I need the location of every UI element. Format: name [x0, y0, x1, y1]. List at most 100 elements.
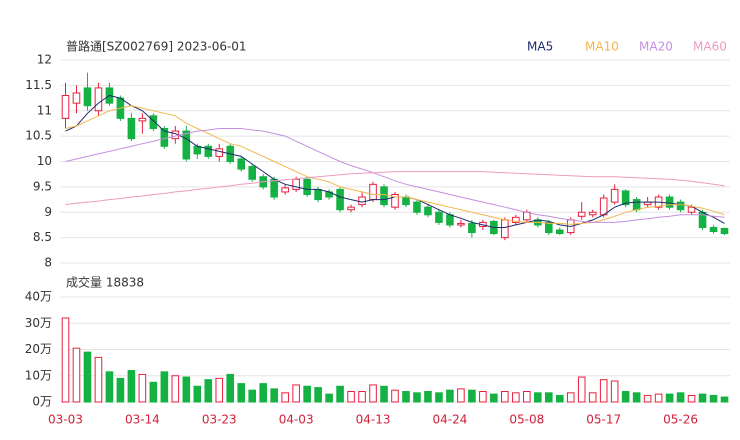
- x-tick-label: 04-24: [432, 413, 467, 427]
- candle-body: [83, 87, 92, 107]
- volume-bar: [94, 356, 103, 403]
- candle-body: [270, 178, 278, 198]
- y-tick-label: 9: [44, 205, 52, 219]
- candle-body: [555, 229, 564, 235]
- volume-bar: [347, 391, 355, 403]
- candle-body: [720, 227, 729, 235]
- x-tick-label: 04-03: [279, 413, 314, 427]
- ma-line: [65, 128, 725, 223]
- candle-body: [347, 206, 355, 211]
- volume-bar: [523, 391, 531, 403]
- x-tick-label: 03-14: [125, 413, 160, 427]
- volume-bar: [270, 388, 278, 403]
- volume-bar: [654, 393, 663, 403]
- volume-bar: [369, 384, 377, 403]
- volume-bar: [292, 384, 300, 403]
- volume-title: 成交量 18838: [66, 275, 144, 290]
- candle-body: [391, 193, 399, 208]
- x-tick-label: 05-17: [586, 413, 621, 427]
- volume-bar: [358, 391, 366, 403]
- candle-body: [501, 219, 509, 239]
- x-tick-label: 05-08: [509, 413, 544, 427]
- volume-bar: [325, 393, 333, 403]
- candle-body: [94, 87, 103, 112]
- candle-body: [621, 190, 630, 206]
- volume-bar: [237, 383, 246, 403]
- volume-bar: [160, 371, 169, 403]
- candle-body: [665, 196, 674, 208]
- y-tick-label: 10: [37, 154, 52, 168]
- legend-label: MA5: [527, 40, 553, 54]
- volume-bar: [193, 385, 202, 403]
- volume-bar: [149, 381, 158, 403]
- candle-body: [72, 92, 81, 104]
- volume-bar: [314, 387, 322, 403]
- volume-bar: [479, 391, 487, 403]
- volume-bar: [643, 394, 652, 403]
- y-tick-label: 8.5: [33, 230, 52, 244]
- volume-bar: [424, 391, 432, 403]
- y-tick-label: 9.5: [33, 179, 52, 193]
- volume-bar: [709, 394, 718, 403]
- y-tick-label: 10.5: [25, 129, 52, 143]
- candle-body: [544, 221, 553, 234]
- candle-body: [632, 199, 641, 211]
- volume-bar: [468, 389, 476, 403]
- volume-bar: [446, 389, 454, 403]
- volume-bar: [72, 347, 81, 403]
- volume-bar: [215, 377, 224, 403]
- candle-body: [413, 201, 421, 213]
- candle-body: [610, 188, 619, 203]
- y-tick-label: 11.5: [25, 78, 52, 92]
- candle-body: [577, 211, 586, 217]
- candle-body: [182, 130, 191, 160]
- candle-body: [215, 148, 224, 157]
- volume-bar: [171, 375, 180, 403]
- y-tick-label: 11: [37, 103, 52, 117]
- volume-bar: [105, 371, 114, 403]
- ma-line: [65, 171, 725, 206]
- volume-bar: [588, 392, 597, 403]
- candle-body: [380, 186, 388, 206]
- volume-bar: [621, 391, 630, 403]
- y-tick-label: 12: [37, 53, 52, 67]
- candle-body: [314, 188, 322, 201]
- y-tick-label: 30万: [25, 316, 52, 330]
- candle-body: [599, 197, 608, 216]
- candle-body: [127, 117, 136, 140]
- candle-body: [369, 183, 377, 201]
- chart-title: 普路通[SZ002769] 2023-06-01: [66, 39, 247, 54]
- volume-bar: [435, 392, 443, 403]
- volume-bar: [226, 373, 235, 403]
- volume-bar: [676, 392, 685, 403]
- volume-bar: [204, 379, 213, 403]
- volume-bar: [687, 394, 696, 403]
- candle-body: [149, 115, 158, 130]
- volume-bar: [457, 388, 465, 403]
- volume-bar: [248, 389, 257, 403]
- volume-bar: [182, 376, 191, 403]
- volume-bar: [665, 393, 674, 403]
- candle-body: [468, 222, 476, 234]
- volume-bar: [577, 376, 586, 403]
- volume-bar: [599, 379, 608, 403]
- ma-line: [65, 105, 725, 225]
- volume-bar: [281, 392, 289, 403]
- y-tick-label: 20万: [25, 342, 52, 356]
- candle-body: [523, 211, 531, 221]
- volume-bar: [490, 393, 498, 403]
- volume-bar: [632, 392, 641, 403]
- volume-bar: [380, 385, 388, 403]
- candle-body: [676, 201, 685, 211]
- candle-body: [424, 206, 432, 216]
- candle-body: [457, 222, 465, 226]
- candle-body: [512, 216, 520, 223]
- x-tick-label: 05-26: [663, 413, 698, 427]
- volume-bar: [391, 389, 399, 403]
- volume-bar: [402, 391, 410, 403]
- candle-body: [237, 158, 246, 170]
- candle-body: [160, 128, 169, 147]
- candle-body: [358, 196, 366, 206]
- volume-bar: [512, 392, 520, 403]
